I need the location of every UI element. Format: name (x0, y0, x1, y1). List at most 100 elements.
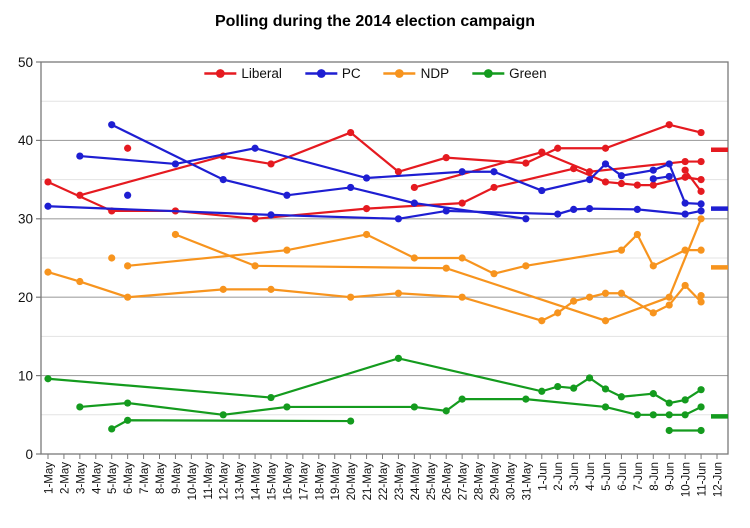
ndp-data-point (219, 285, 227, 293)
pc-data-point (347, 183, 355, 192)
x-axis-label-4-Jun: 4-Jun (585, 462, 597, 491)
legend-marker-liberal-icon (204, 69, 237, 78)
pc-data-point (681, 210, 689, 218)
pc-data-point (697, 200, 705, 208)
green-data-point (44, 375, 52, 383)
ndp-data-point (76, 277, 84, 286)
x-axis-label-24-May: 24-May (410, 462, 422, 501)
liberal-data-point (442, 154, 450, 162)
liberal-data-point (697, 157, 705, 166)
legend-item-pc: PC (304, 66, 361, 81)
liberal-data-point (490, 183, 498, 192)
y-axis-label-40: 40 (18, 133, 33, 148)
liberal-data-point (410, 183, 418, 192)
plot-frame (40, 61, 729, 455)
x-axis-label-22-May: 22-May (378, 462, 390, 501)
ndp-data-point (570, 297, 578, 305)
gridlines (41, 100, 728, 416)
ndp-data-point (410, 254, 418, 262)
y-axis-label-30: 30 (18, 212, 33, 227)
ndp-line (175, 218, 703, 322)
ndp-data-point (394, 289, 403, 297)
green-data-point (538, 387, 546, 395)
pc-line (47, 205, 702, 220)
x-axis-label-1-Jun: 1-Jun (537, 462, 549, 491)
ndp-data-point (617, 246, 626, 254)
legend-label-liberal: Liberal (241, 66, 282, 81)
ndp-data-point (681, 281, 689, 290)
ndp-data-point (601, 289, 610, 297)
ndp-data-point (617, 289, 626, 297)
liberal-data-point (665, 121, 673, 129)
pc-data-point (649, 166, 657, 174)
ndp-data-point (522, 262, 530, 270)
x-axis-label-5-May: 5-May (107, 462, 119, 494)
green-data-point (601, 385, 610, 393)
green-data-point (442, 407, 450, 415)
ndp-data-point (697, 298, 705, 306)
green-data-point (697, 426, 705, 435)
x-axis-label-6-Jun: 6-Jun (617, 462, 629, 491)
liberal-data-point (697, 187, 705, 195)
pc-data-point (76, 152, 84, 160)
pc-data-point (267, 211, 275, 219)
pc-data-point (617, 172, 626, 180)
chart-title: Polling during the 2014 election campaig… (214, 13, 536, 30)
ndp-data-point (362, 230, 371, 239)
ndp-data-point (124, 293, 132, 301)
pc-data-point (410, 199, 418, 207)
series-green-18 (665, 426, 705, 435)
liberal-data-point (681, 173, 689, 181)
x-axis-label-27-May: 27-May (458, 462, 470, 501)
series-ndp-12 (171, 215, 705, 325)
pc-data-point (522, 215, 530, 223)
liberal-data-point (649, 181, 657, 189)
liberal-data-point (633, 181, 641, 189)
liberal-data-point (681, 166, 689, 174)
ndp-data-point (665, 301, 673, 309)
ndp-data-point (44, 268, 52, 276)
ndp-data-point (458, 293, 466, 301)
y-axis-label-0: 0 (25, 447, 33, 462)
legend-label-ndp: NDP (420, 66, 450, 81)
x-axis-label-6-May: 6-May (123, 462, 135, 494)
series-liberal-1 (76, 121, 705, 199)
series-ndp-10 (44, 268, 705, 325)
green-data-point (617, 393, 626, 401)
x-axis-label-3-May: 3-May (75, 462, 87, 494)
pc-data-point (124, 191, 132, 199)
green-data-point (681, 411, 689, 419)
x-axis-label-16-May: 16-May (282, 462, 294, 501)
liberal-data-point (585, 168, 594, 176)
pc-data-point (394, 215, 403, 223)
ndp-data-point (585, 293, 594, 301)
pc-data-point (44, 202, 52, 210)
x-axis-label-11-Jun: 11-Jun (697, 462, 709, 496)
ndp-data-point (108, 254, 116, 262)
liberal-line (79, 123, 702, 197)
series-ndp-11 (124, 230, 705, 278)
x-axis-label-17-May: 17-May (298, 462, 310, 501)
liberal-data-point (251, 215, 259, 223)
green-data-point (649, 411, 657, 419)
ndp-data-point (697, 246, 705, 254)
green-line (111, 419, 351, 430)
ndp-data-point (554, 309, 562, 317)
green-data-point (347, 417, 355, 425)
liberal-data-point (601, 178, 610, 186)
series-ndp-14 (697, 292, 705, 300)
liberal-data-point (347, 128, 355, 137)
x-axis-label-4-May: 4-May (91, 462, 103, 494)
ndp-data-point (490, 270, 498, 278)
y-axis-label-20: 20 (18, 290, 33, 305)
x-axis-label-30-May: 30-May (505, 462, 517, 501)
x-axis-label-21-May: 21-May (362, 462, 374, 501)
green-data-point (394, 354, 403, 362)
pc-data-point (362, 174, 371, 182)
x-axis-label-20-May: 20-May (346, 462, 358, 501)
ndp-line (127, 232, 702, 275)
x-axis-label-7-May: 7-May (139, 462, 151, 494)
liberal-data-point (601, 144, 610, 152)
x-axis-label-26-May: 26-May (442, 462, 454, 501)
series-liberal-2 (410, 148, 705, 192)
